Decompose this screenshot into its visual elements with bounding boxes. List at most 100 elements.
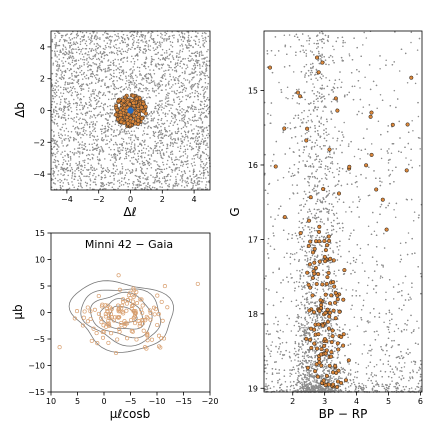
field-star (125, 71, 128, 74)
field-star (156, 152, 159, 154)
field-star (194, 40, 197, 43)
field-star (67, 182, 69, 184)
field-star (63, 158, 65, 161)
field-star (151, 87, 154, 90)
field-star (79, 143, 81, 145)
field-star (73, 43, 76, 45)
field-star (180, 174, 182, 177)
field-star (102, 106, 104, 109)
field-star (89, 136, 91, 139)
field-star (170, 60, 172, 63)
field-star (51, 154, 54, 157)
field-star (201, 130, 203, 133)
field-star (115, 87, 118, 89)
field-star (162, 63, 165, 65)
field-star (56, 148, 59, 150)
field-star (206, 56, 208, 59)
field-star (141, 157, 143, 159)
field-star (167, 100, 170, 102)
field-star (64, 81, 67, 83)
field-star (163, 107, 165, 109)
field-star (173, 37, 175, 39)
field-star (166, 147, 169, 150)
field-star (187, 122, 189, 124)
field-star (134, 158, 137, 160)
field-star (92, 57, 94, 60)
field-star (95, 103, 98, 106)
field-star (118, 179, 120, 181)
field-star (206, 86, 209, 88)
field-star (144, 36, 146, 38)
member-star (103, 303, 108, 308)
field-star (58, 96, 61, 98)
field-star (134, 55, 137, 57)
field-star (94, 181, 96, 183)
field-star (182, 88, 185, 91)
field-star (162, 157, 164, 160)
field-star (80, 89, 83, 91)
field-star (114, 93, 116, 95)
field-star (80, 168, 82, 171)
field-star (194, 89, 197, 92)
field-star (161, 33, 163, 36)
field-star (127, 186, 129, 188)
field-star (59, 178, 61, 181)
field-star (58, 146, 60, 148)
member-star (134, 96, 139, 101)
field-star (161, 99, 163, 102)
field-star (55, 79, 58, 81)
member-star (74, 309, 80, 314)
field-star (157, 112, 159, 115)
x-tick-label: 0 (101, 397, 106, 406)
field-star (195, 119, 198, 122)
field-star (138, 185, 140, 187)
member-star (106, 340, 111, 345)
field-star (108, 170, 111, 172)
field-star (51, 129, 53, 131)
field-star (117, 35, 120, 38)
field-star (147, 121, 149, 123)
x-tick-label: 4 (192, 195, 197, 204)
field-star (104, 103, 106, 106)
field-star (139, 177, 141, 180)
field-star (152, 118, 154, 120)
field-star (184, 153, 187, 155)
field-star (178, 53, 180, 55)
field-star (102, 104, 105, 106)
field-star (199, 127, 201, 129)
field-star (179, 179, 181, 181)
field-star (70, 57, 73, 59)
field-star (196, 74, 198, 76)
field-star (183, 84, 185, 86)
field-star (126, 147, 129, 150)
field-star (112, 75, 115, 78)
field-star (61, 75, 63, 78)
field-star (130, 68, 132, 70)
field-star (102, 33, 104, 36)
field-star (86, 57, 88, 60)
field-star (102, 114, 104, 116)
field-star (54, 52, 56, 54)
field-star (181, 165, 184, 167)
field-star (77, 93, 80, 95)
field-star (93, 97, 96, 99)
field-star (181, 45, 184, 47)
field-star (174, 185, 176, 187)
field-star (114, 161, 116, 163)
field-star (58, 108, 60, 110)
field-star (159, 63, 161, 66)
field-star (89, 115, 92, 117)
field-star (156, 41, 159, 44)
field-star (101, 60, 103, 62)
field-star (78, 175, 80, 178)
field-star (67, 91, 70, 94)
field-star (187, 178, 189, 180)
field-star (150, 127, 153, 129)
field-star (124, 127, 127, 130)
field-star (201, 180, 203, 183)
field-star (56, 144, 59, 146)
field-star (105, 143, 107, 145)
field-star (131, 186, 134, 189)
field-star (144, 98, 146, 101)
member-star (116, 98, 121, 104)
